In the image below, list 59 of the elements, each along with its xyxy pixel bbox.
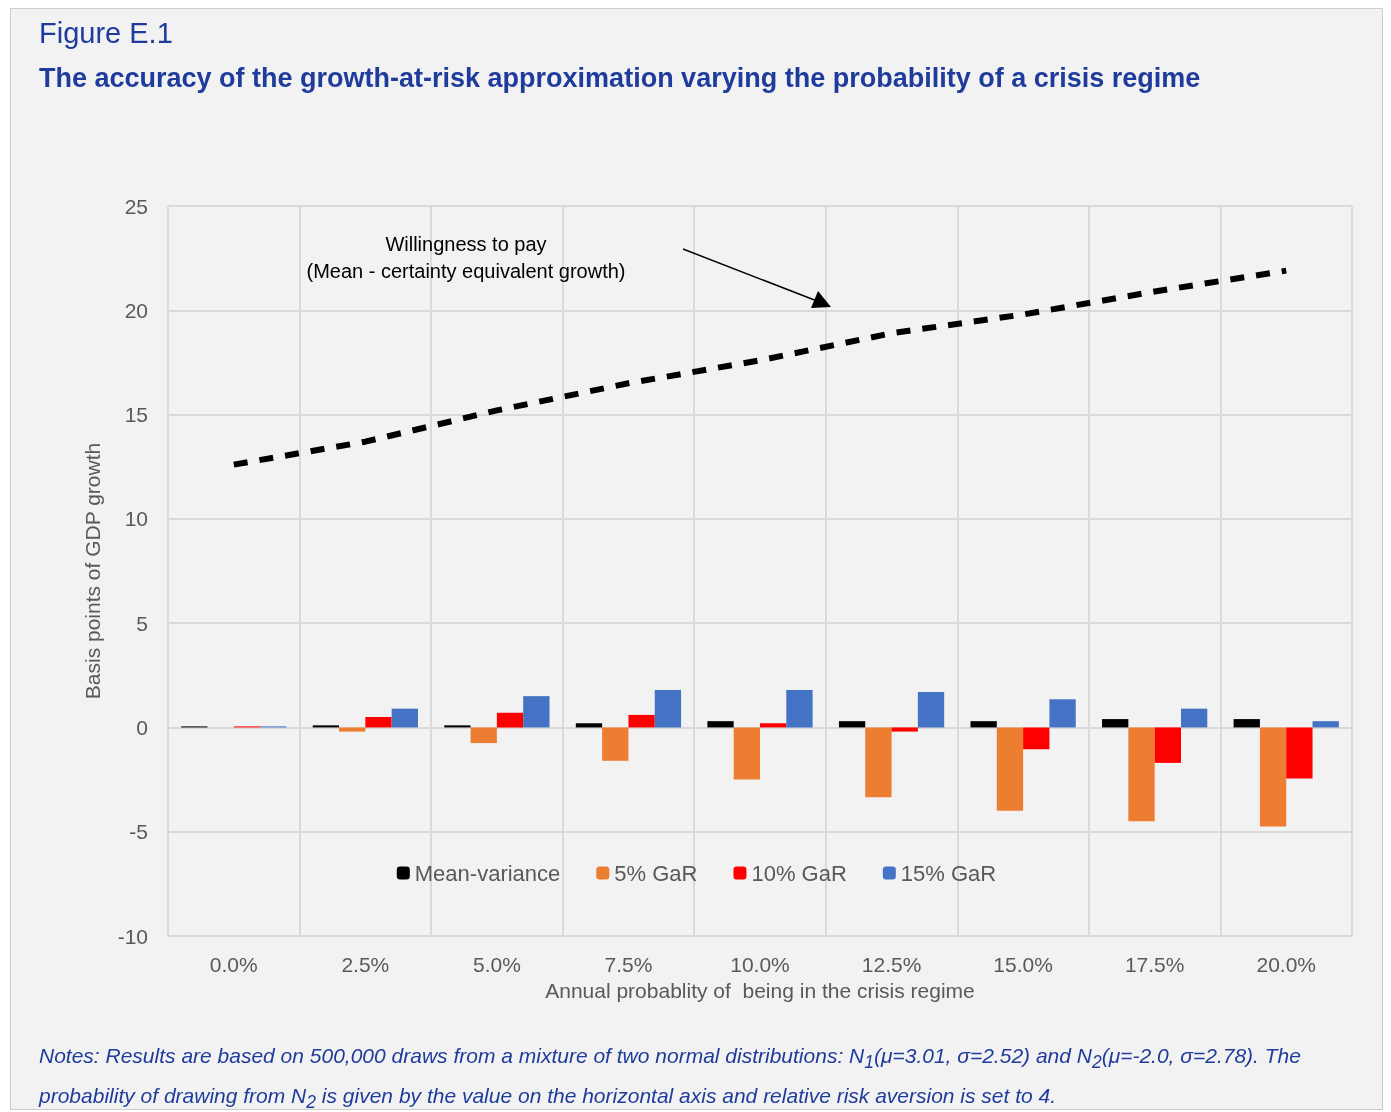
bar: [365, 717, 392, 728]
bar: [1023, 727, 1050, 750]
bar: [707, 721, 734, 728]
bar: [917, 691, 945, 728]
y-tick-label: 20: [124, 298, 148, 322]
bar: [602, 727, 629, 761]
bar: [786, 689, 813, 728]
bar: [838, 721, 866, 728]
bar: [1233, 719, 1260, 728]
bar: [1049, 699, 1076, 728]
legend-label: 5% GaR: [614, 860, 698, 886]
y-tick-label: 25: [124, 194, 148, 218]
chart-title: The accuracy of the growth-at-risk approximation varying the probability of a crisis regime: [39, 63, 1201, 94]
x-tick-label: 20.0%: [1256, 953, 1316, 976]
bar: [865, 727, 892, 798]
legend-label: 15% GaR: [900, 860, 997, 886]
y-tick-label: 5: [136, 611, 148, 635]
chart-subtitle: Figure E.1: [39, 17, 173, 50]
x-tick-label: 0.0%: [209, 953, 258, 976]
bar: [470, 727, 497, 744]
bar: [1102, 719, 1129, 728]
y-axis-title: Basis points of GDP growth: [81, 442, 104, 700]
x-tick-label: 5.0%: [472, 953, 521, 976]
bar: [970, 721, 997, 728]
x-tick-label: 17.5%: [1124, 953, 1185, 976]
legend-label: Mean-variance: [414, 860, 561, 886]
y-tick-label: 15: [124, 403, 148, 427]
annotation: Willingness to pay (Mean - certainty equivalent growth): [305, 232, 627, 284]
y-tick-label: -5: [129, 820, 148, 844]
bar: [312, 725, 340, 728]
x-axis-title: Annual probablity of being in the crisis regime: [545, 978, 975, 1002]
x-tick-label: 7.5%: [604, 953, 653, 976]
bar: [1286, 727, 1313, 779]
text: Notes: Results are based on 500,000 draws from a mixture of two normal distributions: N$_{1}$(μ=3.01, σ=2.52) and N$_{2}$(μ=-2.0, σ=2.78). The probability of drawing from N$_{2}$ is given by the value on the horizontal axis and relative risk aversion is set to 4.: [39, 1044, 1301, 1112]
x-tick-label: 12.5%: [861, 953, 922, 976]
bar: [1128, 727, 1155, 822]
legend-label: 10% GaR: [751, 860, 847, 886]
bar: [523, 696, 550, 728]
bar: [1154, 727, 1181, 763]
bar: [496, 712, 524, 728]
bar: [760, 723, 787, 728]
x-tick-label: 15.0%: [993, 953, 1053, 976]
bar: [996, 727, 1024, 811]
y-tick-label: 0: [136, 715, 148, 739]
bar: [339, 727, 366, 732]
bar: [654, 689, 682, 728]
bar: [1259, 727, 1287, 827]
bar: [444, 725, 471, 728]
bar: [1312, 721, 1339, 728]
bar: [1180, 708, 1208, 728]
x-tick-label: 2.5%: [341, 953, 390, 976]
bar: [891, 727, 918, 732]
y-tick-label: 10: [124, 507, 148, 531]
y-tick-label: -10: [117, 924, 148, 948]
bar: [628, 714, 655, 728]
bar: [575, 723, 603, 728]
x-tick-label: 10.0%: [730, 953, 790, 976]
bar: [391, 708, 418, 728]
bar: [733, 727, 760, 780]
